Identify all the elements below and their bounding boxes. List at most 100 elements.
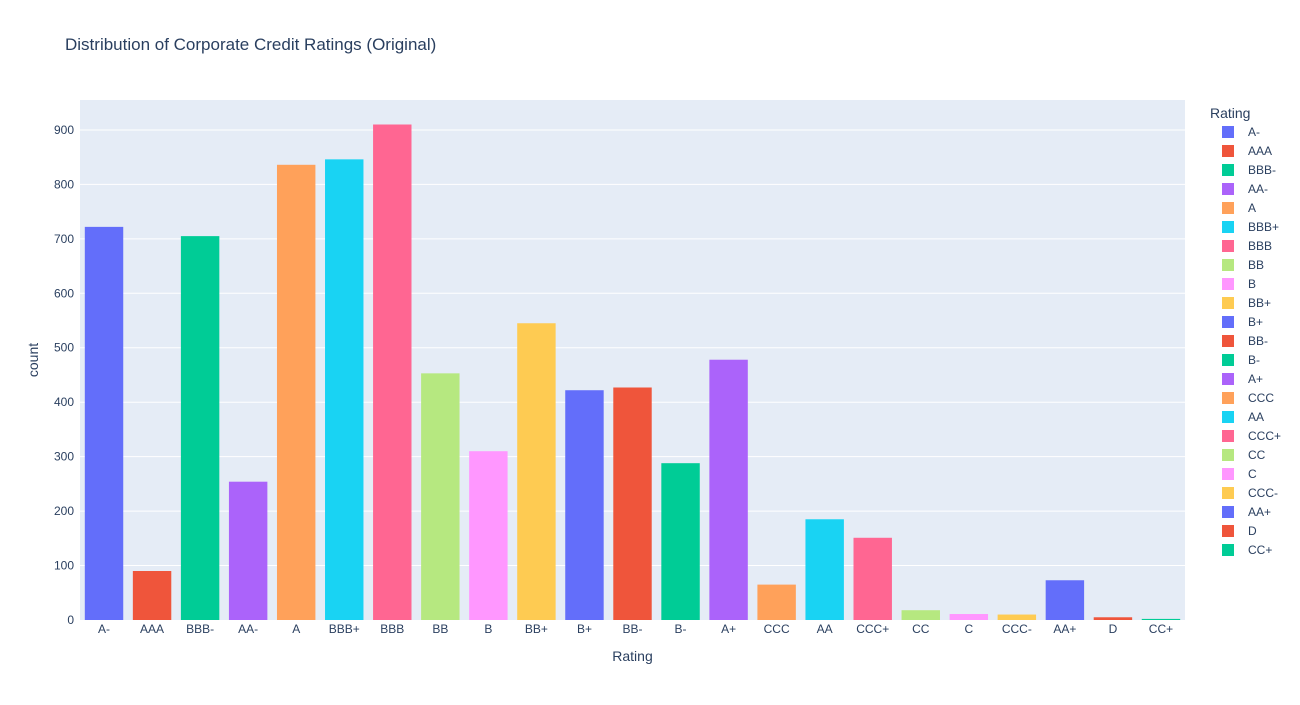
legend-swatch — [1222, 468, 1234, 480]
y-tick-label: 0 — [67, 613, 74, 627]
x-tick-label: BB — [432, 622, 448, 636]
legend-label: BB- — [1248, 334, 1268, 348]
legend-item[interactable]: B — [1222, 277, 1256, 291]
legend-title: Rating — [1210, 105, 1250, 121]
bar[interactable] — [276, 164, 316, 620]
bar[interactable] — [132, 570, 172, 620]
legend-label: CCC+ — [1248, 429, 1281, 443]
bar[interactable] — [180, 236, 220, 620]
legend-swatch — [1222, 411, 1234, 423]
bars — [84, 124, 1181, 621]
legend-swatch — [1222, 126, 1234, 138]
legend-swatch — [1222, 544, 1234, 556]
chart-title: Distribution of Corporate Credit Ratings… — [65, 35, 436, 54]
bar[interactable] — [228, 481, 268, 620]
legend-swatch — [1222, 221, 1234, 233]
legend-label: B — [1248, 277, 1256, 291]
legend-label: BBB- — [1248, 163, 1276, 177]
y-axis-ticks: 0 100 200 300 400 500 600 700 800 900 — [54, 123, 74, 627]
legend-swatch — [1222, 164, 1234, 176]
y-tick-label: 900 — [54, 123, 74, 137]
legend-item[interactable]: A- — [1222, 125, 1260, 139]
bar[interactable] — [757, 584, 796, 620]
legend-label: BB+ — [1248, 296, 1271, 310]
x-tick-label: C — [964, 622, 973, 636]
legend-item[interactable]: CCC+ — [1222, 429, 1281, 443]
bar[interactable] — [901, 610, 940, 620]
legend-item[interactable]: CC+ — [1222, 543, 1272, 557]
legend-item[interactable]: AAA — [1222, 144, 1272, 158]
legend-item[interactable]: BBB+ — [1222, 220, 1279, 234]
legend-item[interactable]: BB- — [1222, 334, 1268, 348]
legend-label: AA+ — [1248, 505, 1271, 519]
legend-item[interactable]: B+ — [1222, 315, 1263, 329]
legend-label: A- — [1248, 125, 1260, 139]
legend-item[interactable]: D — [1222, 524, 1257, 538]
legend-swatch — [1222, 487, 1234, 499]
bar[interactable] — [661, 463, 700, 620]
x-tick-label: CCC- — [1002, 622, 1032, 636]
y-tick-label: 600 — [54, 286, 74, 300]
y-tick-label: 200 — [54, 504, 74, 518]
y-tick-label: 500 — [54, 341, 74, 355]
x-tick-label: AAA — [140, 622, 164, 636]
y-tick-label: 300 — [54, 450, 74, 464]
legend-label: CC+ — [1248, 543, 1272, 557]
legend-item[interactable]: BB+ — [1222, 296, 1271, 310]
legend-swatch — [1222, 183, 1234, 195]
bar[interactable] — [709, 359, 748, 620]
bar[interactable] — [1093, 617, 1133, 620]
legend-label: A — [1248, 201, 1256, 215]
legend-item[interactable]: AA — [1222, 410, 1264, 424]
bar[interactable] — [997, 614, 1037, 620]
legend-swatch — [1222, 335, 1234, 347]
legend-item[interactable]: BBB — [1222, 239, 1272, 253]
bar[interactable] — [1141, 618, 1181, 620]
y-tick-label: 400 — [54, 395, 74, 409]
bar[interactable] — [949, 614, 989, 620]
bar[interactable] — [325, 159, 364, 621]
legend-label: AAA — [1248, 144, 1272, 158]
legend-item[interactable]: A+ — [1222, 372, 1263, 386]
legend-item[interactable]: CC — [1222, 448, 1266, 462]
bar[interactable] — [469, 451, 508, 620]
legend-item[interactable]: A — [1222, 201, 1256, 215]
bar[interactable] — [565, 390, 604, 620]
bar[interactable] — [421, 373, 460, 620]
legend-swatch — [1222, 354, 1234, 366]
bar[interactable] — [805, 519, 844, 620]
legend-item[interactable]: BB — [1222, 258, 1264, 272]
legend-swatch — [1222, 373, 1234, 385]
bar[interactable] — [1045, 580, 1085, 620]
legend-label: BBB+ — [1248, 220, 1279, 234]
y-tick-label: 700 — [54, 232, 74, 246]
legend-item[interactable]: CCC- — [1222, 486, 1278, 500]
legend-item[interactable]: B- — [1222, 353, 1260, 367]
x-tick-label: CCC — [764, 622, 790, 636]
legend-label: CC — [1248, 448, 1266, 462]
legend-item[interactable]: CCC — [1222, 391, 1274, 405]
legend-item[interactable]: BBB- — [1222, 163, 1276, 177]
legend-swatch — [1222, 316, 1234, 328]
y-tick-label: 100 — [54, 559, 74, 573]
legend-item[interactable]: AA- — [1222, 182, 1268, 196]
legend-label: B+ — [1248, 315, 1263, 329]
bar[interactable] — [517, 323, 556, 620]
legend-swatch — [1222, 449, 1234, 461]
legend-item[interactable]: C — [1222, 467, 1257, 481]
legend-label: AA- — [1248, 182, 1268, 196]
x-tick-label: AA+ — [1053, 622, 1076, 636]
bar[interactable] — [853, 537, 892, 620]
legend[interactable]: Rating A-AAABBB-AA-ABBB+BBBBBBBB+B+BB-B-… — [1210, 105, 1281, 557]
bar[interactable] — [84, 226, 124, 620]
x-tick-label: A — [292, 622, 300, 636]
bar[interactable] — [373, 124, 412, 620]
y-tick-label: 800 — [54, 177, 74, 191]
x-tick-label: BBB — [380, 622, 404, 636]
legend-swatch — [1222, 525, 1234, 537]
legend-item[interactable]: AA+ — [1222, 505, 1271, 519]
bar[interactable] — [613, 387, 652, 620]
x-tick-label: D — [1109, 622, 1118, 636]
x-tick-label: AA — [817, 622, 833, 636]
